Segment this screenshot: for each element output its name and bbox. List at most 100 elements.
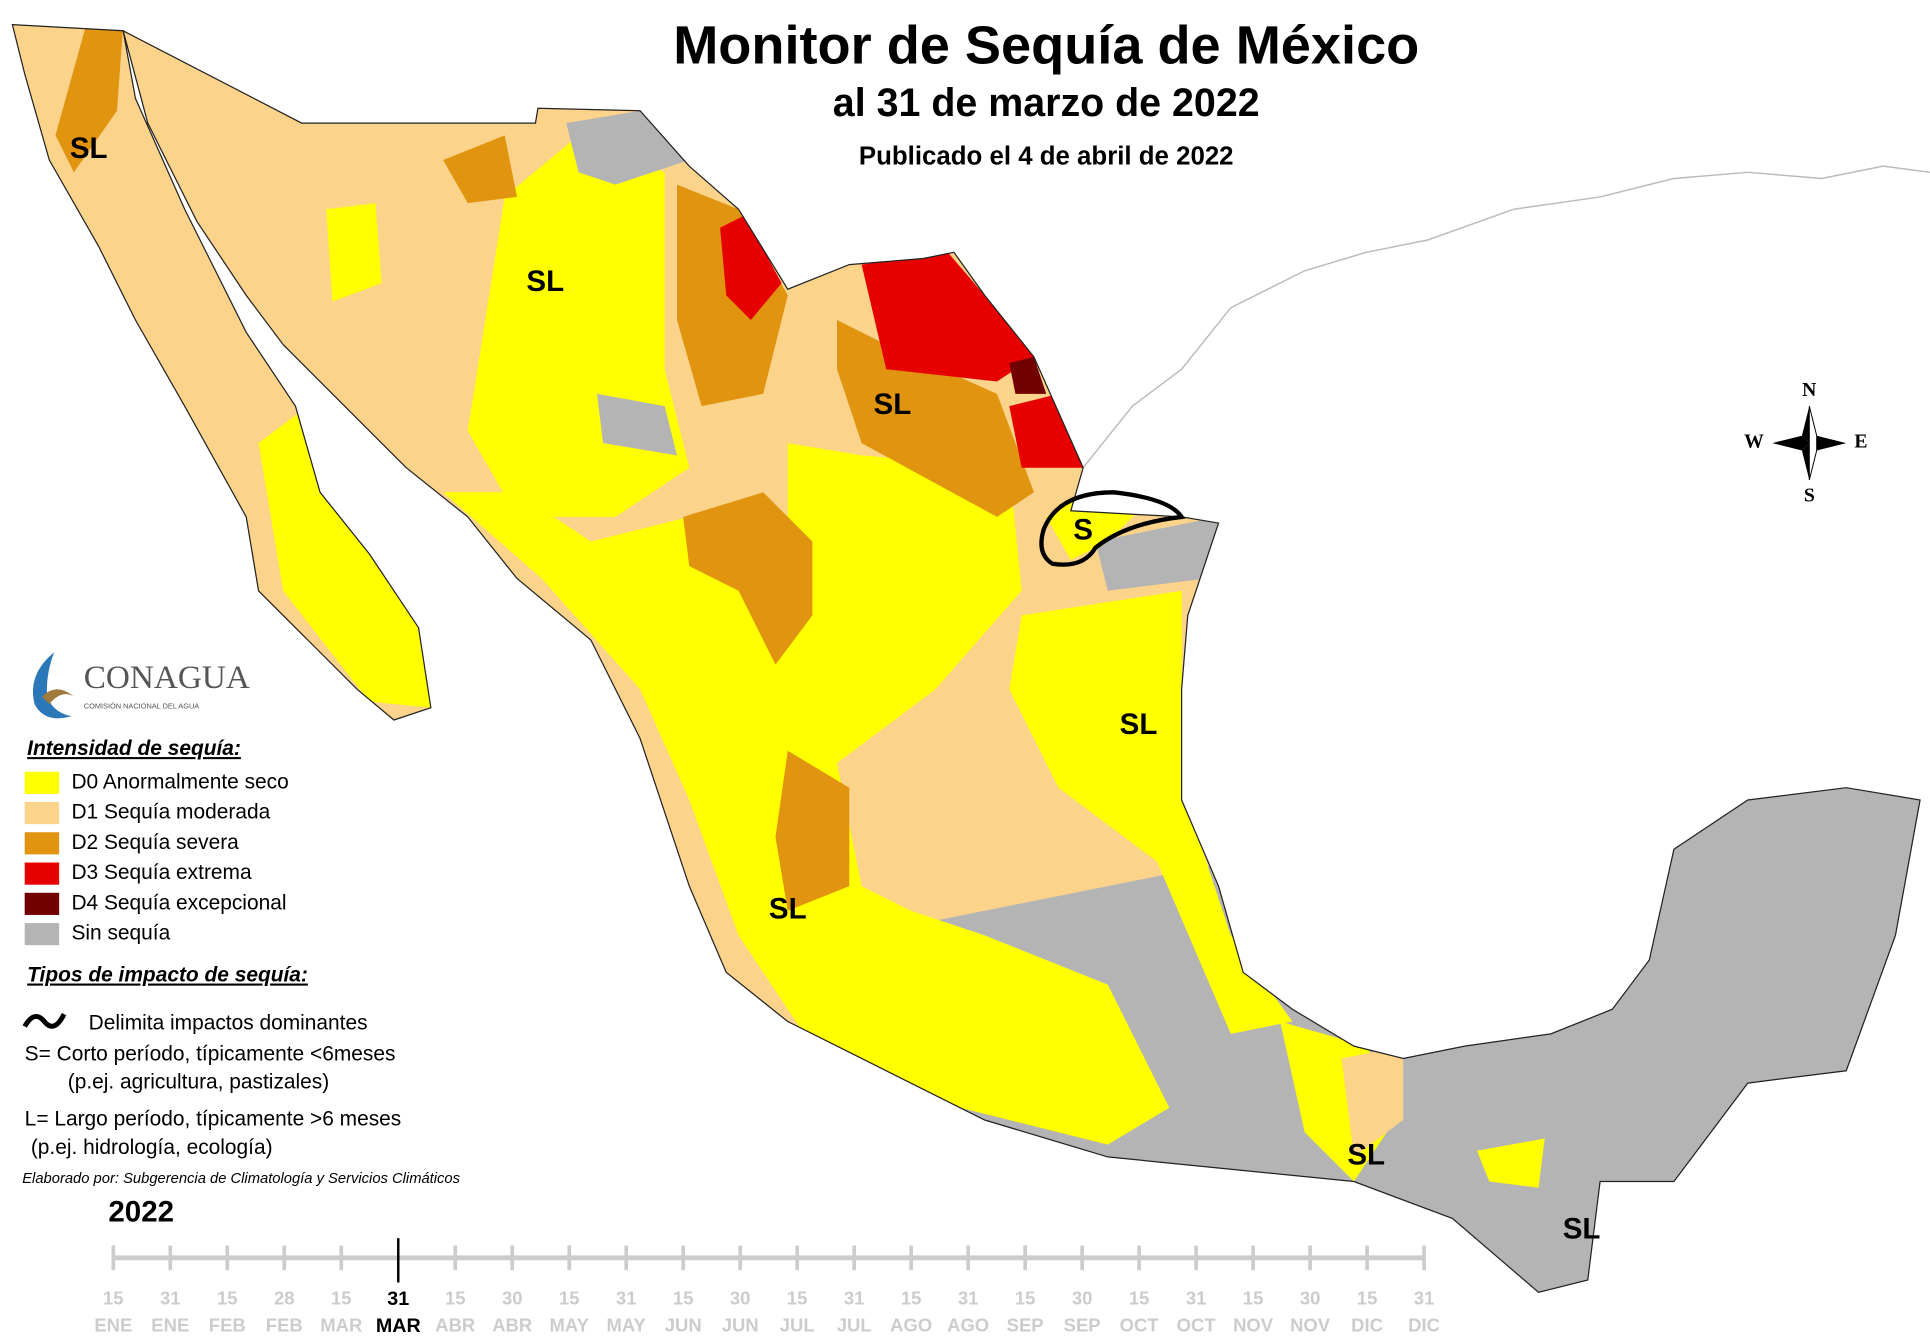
region-d0 [1477,1138,1545,1188]
impact-short-note: (p.ej. agricultura, pastizales) [68,1071,329,1094]
timeline-month: SEP [1007,1315,1044,1336]
legend-swatch [24,801,60,825]
timeline-month: JUN [722,1315,759,1336]
timeline-month: AGO [890,1315,932,1336]
impact-line-label: Delimita impactos dominantes [89,1012,368,1035]
timeline-month: ABR [435,1315,475,1336]
legend: D0 Anormalmente seco D1 Sequía moderada D2… [24,770,289,946]
timeline-day: 31 [160,1288,181,1309]
legend-swatch [24,771,60,794]
legend-swatch [24,923,60,946]
region-d2 [55,24,124,173]
timeline-day: 15 [103,1288,124,1309]
timeline-day: 15 [217,1288,238,1309]
timeline-day: 31 [1186,1288,1207,1309]
region-d2 [775,750,850,911]
map-label: SL [874,388,912,421]
legend-label: D4 Sequía excepcional [71,891,286,914]
timeline-day: 15 [1243,1288,1264,1309]
impacts-title: Tipos de impacto de sequía: [27,964,308,987]
legend-label: D1 Sequía moderada [71,801,270,824]
timeline-day: 30 [1300,1288,1321,1309]
region-d0 [326,203,382,302]
timeline-day: 15 [1357,1288,1378,1309]
timeline-day: 30 [1072,1288,1093,1309]
timeline-day: 15 [331,1288,352,1309]
map-label: SL [1347,1139,1385,1172]
timeline-month: SEP [1064,1315,1101,1336]
timeline-day: 15 [901,1288,922,1309]
compass-n: N [1802,379,1816,401]
region-d2 [683,492,813,665]
timeline-month: MAY [607,1315,647,1336]
timeline-day: 31 [1414,1288,1435,1309]
timeline-day: 30 [502,1288,523,1309]
timeline-month: ENE [94,1315,132,1336]
compass-s: S [1804,485,1815,507]
legend-label: D3 Sequía extrema [71,861,251,884]
timeline-month: JUN [665,1315,702,1336]
map-label: SL [1120,708,1158,741]
timeline-day: 30 [730,1288,751,1309]
timeline-day: 31 [616,1288,637,1309]
timeline-day: 15 [787,1288,808,1309]
credit: Elaborado por: Subgerencia de Climatolog… [22,1171,460,1187]
impact-line-symbol [22,1012,67,1029]
title: Monitor de Sequía de México [673,16,1419,76]
compass-w: W [1744,431,1764,453]
timeline-day: 31 [958,1288,979,1309]
region-none [597,393,677,456]
timeline-month: JUL [780,1315,815,1336]
legend-label: Sin sequía [71,922,170,945]
region-d0 [258,406,431,708]
timeline-month: OCT [1120,1315,1160,1336]
timeline-month: NOV [1233,1315,1274,1336]
us-coastline [1082,165,1930,469]
timeline-day: 15 [445,1288,466,1309]
legend-swatch [24,862,60,885]
compass-e: E [1854,431,1867,453]
logo: CONAGUA COMISIÓN NACIONAL DEL AGUA [32,652,250,719]
map-label: SL [526,265,564,298]
subtitle: al 31 de marzo de 2022 [833,81,1260,125]
legend-swatch [24,892,60,915]
map-label: SL [769,893,807,926]
map-label: S [1073,513,1093,546]
legend-label: D0 Anormalmente seco [71,770,288,793]
region-d1 [1341,1046,1404,1157]
timeline-month: NOV [1290,1315,1331,1336]
timeline-month: FEB [209,1315,246,1336]
map-label: SL [70,132,108,165]
region-d3 [861,252,1034,382]
timeline-day: 31 [387,1288,409,1310]
published: Publicado el 4 de abril de 2022 [859,142,1234,170]
region-d4 [1009,356,1047,394]
compass: N S E W [1744,379,1867,507]
region-d2 [443,135,517,204]
timeline-month: JUL [837,1315,872,1336]
timeline-month: FEB [266,1315,303,1336]
timeline-month: OCT [1177,1315,1217,1336]
timeline-day: 31 [844,1288,865,1309]
timeline-month: AGO [947,1315,989,1336]
legend-label: D2 Sequía severa [71,831,239,854]
timeline-day: 15 [1129,1288,1150,1309]
timeline-month: MAR [320,1315,362,1336]
outline [11,23,1921,1293]
region-d0 [1009,590,1293,1034]
timeline-day: 15 [559,1288,580,1309]
timeline-month: ENE [151,1315,189,1336]
timeline-month: ABR [492,1315,532,1336]
region-d3 [1009,393,1084,468]
timeline-day: 28 [274,1288,295,1309]
timeline-month: DIC [1408,1315,1440,1336]
logo-name: CONAGUA [84,659,250,696]
impact-long: L= Largo período, típicamente >6 meses [25,1108,402,1131]
timeline-month: MAY [550,1315,590,1336]
timeline-year: 2022 [108,1195,174,1228]
legend-swatch [24,832,60,855]
map-label: SL [1563,1213,1601,1246]
timeline-month: DIC [1351,1315,1383,1336]
timeline-month: MAR [376,1315,421,1337]
